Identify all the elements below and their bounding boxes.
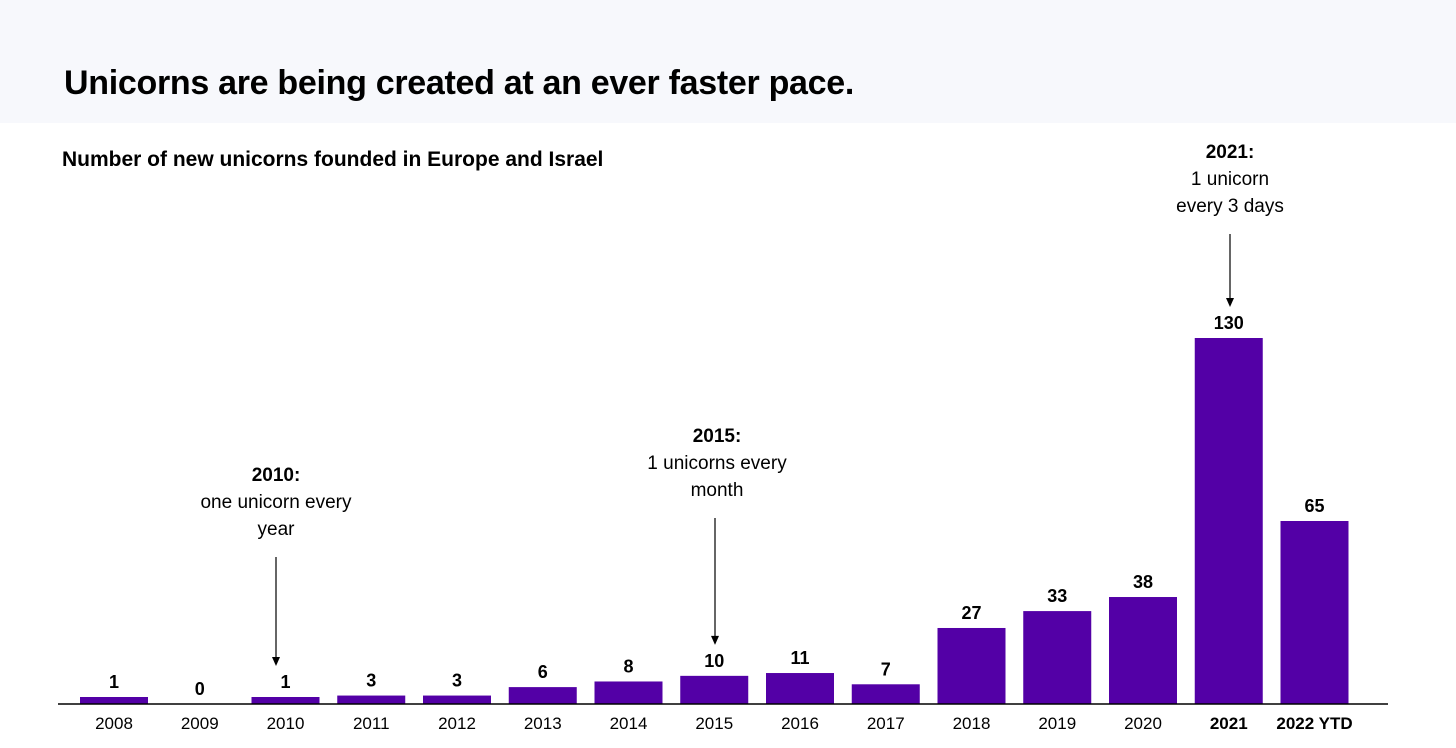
x-tick-label: 2009 — [181, 714, 219, 733]
bar — [1109, 597, 1177, 704]
x-tick-label: 2022 YTD — [1276, 714, 1352, 733]
value-label: 3 — [366, 671, 376, 691]
x-tick-label: 2019 — [1038, 714, 1076, 733]
x-tick-label: 2013 — [524, 714, 562, 733]
annotation-line: 1 unicorn — [1190, 169, 1270, 190]
page-title: Unicorns are being created at an ever fa… — [64, 64, 855, 102]
annotation-2015: 2015: 1 unicorns every month — [617, 423, 817, 504]
value-label: 130 — [1214, 313, 1244, 333]
x-tick-label: 2011 — [353, 714, 390, 733]
value-label: 65 — [1304, 496, 1324, 516]
value-label: 1 — [280, 672, 290, 692]
bar — [251, 697, 320, 704]
annotation-line: every 3 days — [1176, 196, 1284, 217]
value-label: 3 — [452, 671, 462, 691]
x-tick-label: 2018 — [953, 714, 991, 733]
bar — [337, 695, 406, 704]
annotation-2010: 2010: one unicorn every year — [176, 462, 376, 543]
annotation-heading: 2015: — [692, 426, 742, 447]
bar — [80, 697, 148, 704]
annotation-heading: 2021: — [1205, 142, 1255, 163]
x-tick-label: 2016 — [781, 714, 819, 733]
bar — [851, 684, 920, 704]
value-label: 6 — [538, 662, 548, 682]
annotation-line: month — [690, 480, 744, 501]
annotation-arrow-head — [1226, 298, 1234, 307]
value-label: 27 — [961, 603, 981, 623]
annotation-line: 1 unicorns every — [647, 453, 787, 474]
value-label: 33 — [1047, 586, 1067, 606]
annotation-heading: 2010: — [251, 465, 301, 486]
chart-title: Number of new unicorns founded in Europe… — [62, 148, 604, 171]
x-tick-label: 2014 — [610, 714, 648, 733]
x-tick-label: 2021 — [1210, 714, 1248, 733]
annotation-arrow-head — [272, 657, 280, 666]
x-tick-label: 2012 — [438, 714, 476, 733]
value-label: 1 — [109, 672, 119, 692]
annotation-line: one unicorn every — [200, 492, 352, 513]
x-tick-label: 2008 — [95, 714, 133, 733]
value-label: 0 — [195, 679, 205, 699]
x-tick-label: 2010 — [267, 714, 305, 733]
bar — [1194, 338, 1263, 704]
header-band — [0, 0, 1456, 123]
value-label: 11 — [790, 648, 809, 668]
bar — [766, 673, 834, 704]
value-label: 8 — [623, 656, 633, 676]
bar — [508, 687, 577, 704]
bar — [1023, 611, 1092, 704]
x-tick-label: 2017 — [867, 714, 905, 733]
annotation-2021: 2021: 1 unicorn every 3 days — [1130, 139, 1330, 220]
value-label: 38 — [1133, 572, 1153, 592]
bar — [1280, 521, 1349, 704]
annotation-arrow-head — [711, 635, 719, 645]
value-label: 7 — [881, 659, 891, 679]
value-label: 10 — [704, 651, 724, 671]
bar — [937, 627, 1006, 704]
x-tick-label: 2015 — [695, 714, 733, 733]
x-tick-label: 2020 — [1124, 714, 1162, 733]
bar — [423, 695, 491, 704]
annotation-line: year — [257, 519, 295, 540]
bar — [594, 681, 663, 704]
bar — [680, 675, 749, 704]
